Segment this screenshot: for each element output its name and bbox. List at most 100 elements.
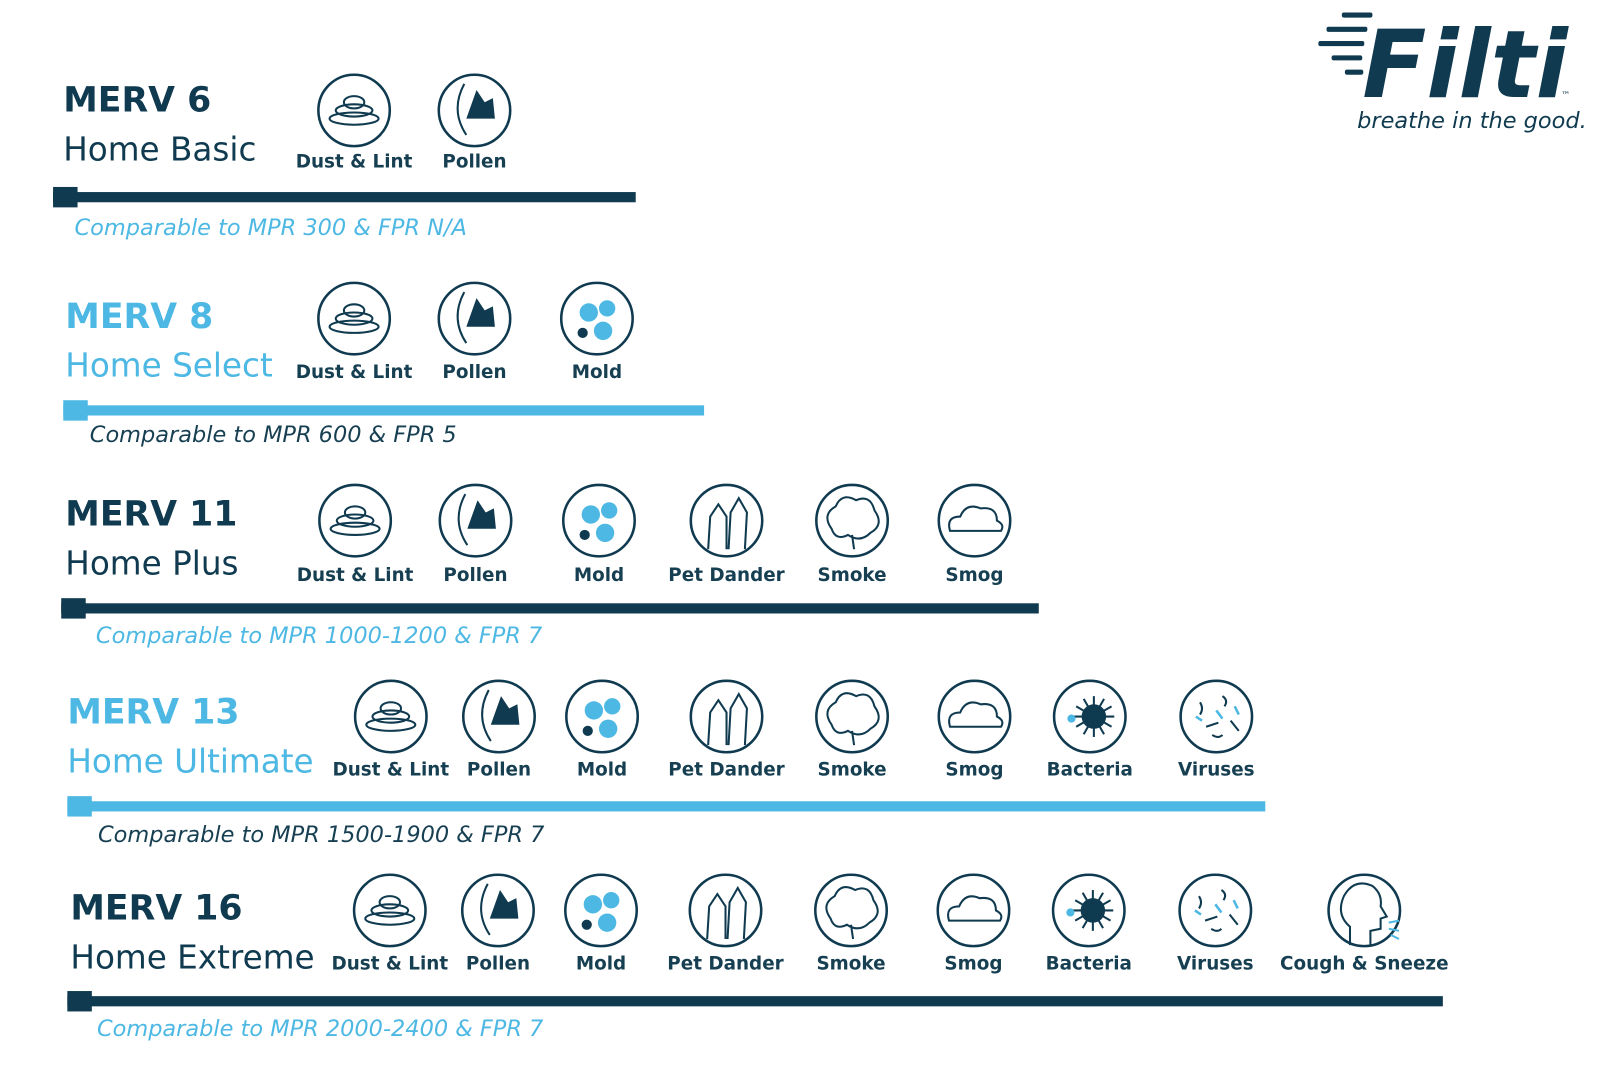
icon-circle <box>815 679 890 754</box>
glyph <box>583 895 603 914</box>
merv-rating: MERV 16 <box>70 889 242 929</box>
icon-circle <box>1179 679 1254 754</box>
glyph <box>601 502 618 519</box>
glyph <box>707 692 748 746</box>
icon <box>353 679 428 754</box>
glyph <box>481 689 492 742</box>
glyph <box>1093 705 1113 718</box>
icon <box>438 483 513 558</box>
glyph <box>457 493 469 546</box>
glyph <box>1198 889 1239 932</box>
glyph <box>1075 715 1095 728</box>
glyph <box>343 505 367 520</box>
glyph <box>579 529 590 541</box>
icon <box>352 873 427 948</box>
glyph <box>467 500 496 529</box>
icon <box>437 73 512 148</box>
icon-circle <box>565 679 640 754</box>
glyph <box>456 291 468 344</box>
glyph <box>328 111 380 126</box>
icon <box>936 873 1011 948</box>
icon-label: Dust & Lint <box>297 565 414 586</box>
icon <box>317 281 392 356</box>
glyph <box>579 303 598 322</box>
glyph <box>1082 698 1095 718</box>
level-bar <box>61 603 1039 614</box>
icon <box>689 483 764 558</box>
icon <box>561 483 636 558</box>
glyph <box>1388 919 1400 940</box>
tier: MERV 16 Home Extreme Dust & Lint Pollen Mold… <box>67 873 1449 1042</box>
icon <box>815 679 890 754</box>
glyph <box>328 319 380 334</box>
glyph <box>707 496 748 550</box>
glyph <box>480 883 491 936</box>
glyph <box>1194 899 1239 916</box>
logo-speed-lines <box>1318 12 1373 75</box>
icon <box>1179 679 1254 754</box>
icon <box>565 679 640 754</box>
level-bar <box>53 192 636 203</box>
glyph <box>1092 716 1105 735</box>
glyph <box>581 919 592 930</box>
logo-trademark: ™ <box>1561 90 1570 101</box>
icon <box>1051 873 1126 948</box>
icon <box>1327 873 1402 948</box>
comparison-note: Comparable to MPR 600 & FPR 5 <box>90 422 457 448</box>
icon <box>317 73 392 148</box>
icon-label: Dust & Lint <box>332 760 449 781</box>
icon-label: Mold <box>574 565 624 586</box>
icon <box>937 679 1012 754</box>
icon <box>689 679 764 754</box>
glyph <box>598 719 618 738</box>
icon-circle <box>559 281 634 356</box>
glyph <box>1081 909 1094 929</box>
icon-circle <box>317 73 392 148</box>
glyph <box>335 513 375 528</box>
glyph <box>490 696 520 725</box>
icon-circle <box>936 873 1011 948</box>
glyph <box>598 300 616 317</box>
glyph <box>577 327 588 338</box>
glyph <box>597 913 617 932</box>
glyph <box>1074 909 1094 922</box>
icon-label: Mold <box>576 954 626 975</box>
glyph <box>370 903 410 918</box>
tier-name: Home Extreme <box>70 939 314 977</box>
glyph <box>364 911 416 926</box>
glyph <box>826 496 880 550</box>
glyph <box>371 709 411 724</box>
logo-tagline: breathe in the good. <box>1357 108 1587 134</box>
glyph <box>603 892 620 909</box>
glyph <box>1066 908 1075 917</box>
glyph <box>604 698 621 715</box>
icon-label: Mold <box>572 362 622 383</box>
merv-rating: MERV 8 <box>65 297 213 337</box>
glyph <box>1195 705 1240 722</box>
icon <box>688 873 763 948</box>
icon <box>461 679 536 754</box>
glyph <box>947 895 1003 922</box>
tier: MERV 8 Home Select Dust & Lint Pollen Mold Co… <box>63 281 705 448</box>
icon-circle <box>1327 873 1402 948</box>
icon-label: Pet Dander <box>668 760 784 781</box>
level-bar-start <box>67 796 92 817</box>
glyph <box>1092 909 1112 922</box>
glyph <box>1091 892 1104 911</box>
icon-label: Dust & Lint <box>296 362 413 383</box>
glyph <box>1092 698 1105 718</box>
level-bar-start <box>53 186 78 208</box>
icon <box>815 483 890 558</box>
tier: MERV 6 Home Basic Dust & Lint Pollen Compara… <box>53 73 636 241</box>
glyph <box>1199 695 1240 738</box>
icon-circle <box>815 483 890 558</box>
glyph <box>1082 716 1095 735</box>
glyph <box>334 103 374 118</box>
icon <box>437 281 512 356</box>
icon-label: Pollen <box>467 760 531 781</box>
icon <box>318 483 393 558</box>
icon-label: Cough & Sneeze <box>1280 954 1449 975</box>
glyph <box>365 717 417 732</box>
